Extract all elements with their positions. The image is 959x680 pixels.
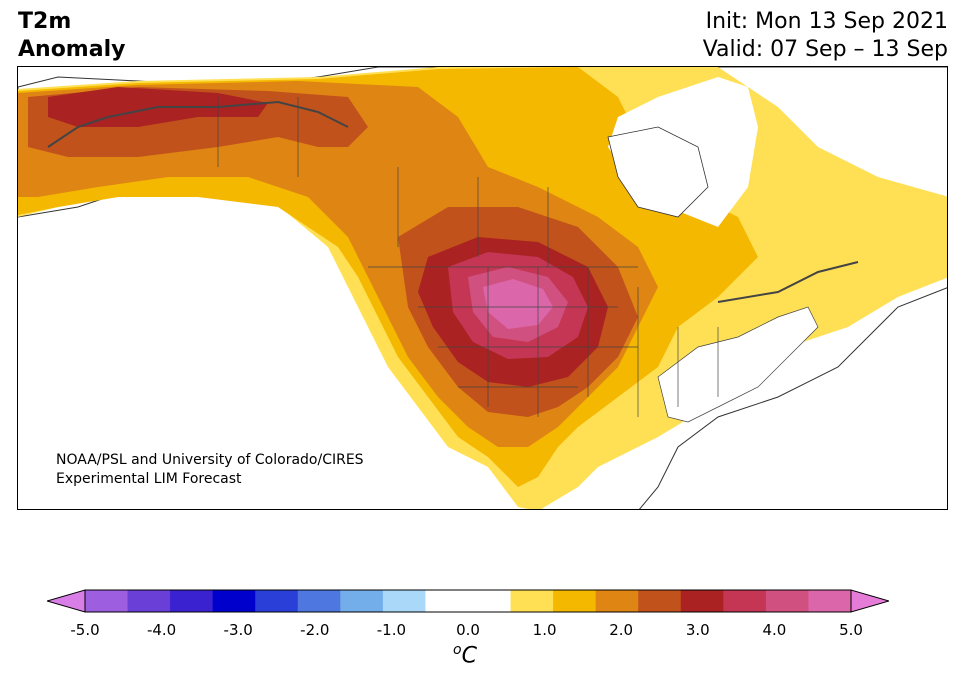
colorbar-swatch [553, 590, 597, 612]
colorbar-swatch [170, 590, 214, 612]
colorbar-tick-label: 0.0 [456, 621, 480, 639]
colorbar-swatch [255, 590, 299, 612]
colorbar-tick-label: 2.0 [609, 621, 634, 639]
colorbar-tick-label: -4.0 [146, 621, 177, 639]
title-line-2: Anomaly [18, 37, 126, 62]
anomaly-band-4-0 [483, 279, 553, 329]
colorbar-swatch [340, 590, 384, 612]
colorbar-tick-label: -5.0 [70, 621, 100, 639]
init-date: Init: Mon 13 Sep 2021 [705, 9, 948, 34]
colorbar-swatch [127, 590, 171, 612]
colorbar-swatch [765, 590, 809, 612]
unit-degree: o [453, 642, 462, 658]
hudson-bay [607, 126, 709, 218]
colorbar-swatch [85, 590, 129, 612]
colorbar-swatch [680, 590, 724, 612]
colorbar-swatch [297, 590, 341, 612]
colorbar [47, 589, 889, 613]
colorbar-tick-label: 1.0 [532, 621, 557, 639]
near-normal-east [657, 306, 819, 423]
political-boundaries [217, 97, 719, 417]
colorbar-unit: oC [453, 642, 477, 668]
map-canvas [18, 67, 947, 509]
colorbar-swatch [638, 590, 682, 612]
unit-celsius: C [461, 643, 477, 669]
colorbar-tick-label: -2.0 [300, 621, 330, 639]
colorbar-swatch [382, 590, 426, 612]
credit-line-1: NOAA/PSL and University of Colorado/CIRE… [56, 452, 364, 468]
colorbar-border [84, 589, 852, 613]
colorbar-extend-high [850, 589, 889, 613]
colorbar-swatch [723, 590, 767, 612]
colorbar-swatch [425, 590, 469, 612]
colorbar-swatch [510, 590, 554, 612]
title-line-1: T2m [18, 9, 72, 34]
colorbar-tick-label: 5.0 [839, 621, 863, 639]
credit-line-2: Experimental LIM Forecast [56, 471, 242, 487]
colorbar-extend-low [47, 589, 86, 613]
colorbar-tick-label: 3.0 [685, 621, 710, 639]
colorbar-swatch [468, 590, 512, 612]
st-lawrence [717, 261, 859, 303]
northwest-river [47, 100, 349, 148]
colorbar-swatch [808, 590, 852, 612]
credit-text: NOAA/PSL and University of Colorado/CIRE… [56, 451, 364, 489]
forecast-dates: Init: Mon 13 Sep 2021 Valid: 07 Sep – 13… [703, 8, 948, 64]
anomaly-map: NOAA/PSL and University of Colorado/CIRE… [17, 66, 948, 510]
colorbar-tick-label: 4.0 [762, 621, 787, 639]
colorbar-tick-label: -1.0 [376, 621, 407, 639]
colorbar-tick-label: -3.0 [223, 621, 253, 639]
valid-date: Valid: 07 Sep – 13 Sep [702, 37, 948, 62]
map-title: T2m Anomaly [18, 8, 125, 64]
colorbar-swatch [212, 590, 256, 612]
colorbar-swatch [595, 590, 639, 612]
